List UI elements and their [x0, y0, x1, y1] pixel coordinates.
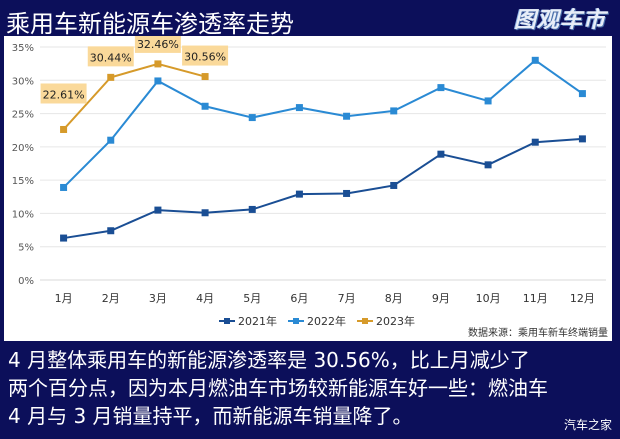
data-label-box	[182, 45, 229, 66]
legend-marker	[293, 318, 299, 324]
y-tick-label: 0%	[18, 276, 34, 287]
data-point	[390, 107, 398, 115]
legend-label: 2022年	[307, 314, 346, 328]
data-point	[484, 97, 492, 105]
series-line	[62, 62, 206, 131]
data-point	[295, 190, 303, 198]
data-point	[531, 138, 539, 146]
data-point	[154, 77, 162, 85]
data-point	[343, 189, 351, 197]
x-tick-label: 8月	[385, 292, 403, 305]
x-tick-label: 7月	[338, 292, 356, 305]
series-2022年	[60, 56, 586, 191]
y-tick-label: 10%	[12, 209, 34, 220]
legend-marker	[224, 318, 230, 324]
data-point	[201, 102, 209, 110]
y-tick-label: 30%	[12, 76, 34, 87]
data-point	[201, 209, 209, 217]
description-line: 两个百分点，因为本月燃油车市场较新能源车好一些：燃油车	[8, 376, 548, 400]
data-point	[60, 234, 68, 242]
data-point	[248, 205, 256, 213]
x-tick-label: 6月	[290, 292, 308, 305]
x-tick-label: 1月	[55, 292, 73, 305]
x-tick-label: 11月	[523, 292, 548, 305]
data-point	[437, 84, 445, 92]
legend-marker	[362, 318, 368, 324]
data-point	[248, 114, 256, 122]
chart-panel: 0% 5% 10% 15% 20% 25% 30% 35% 1月 2月 3月 4月 5月 6月 7月 8月 9月…	[4, 32, 612, 341]
watermark: 汽车之家	[563, 418, 612, 432]
x-tick-label: 12月	[570, 292, 595, 305]
data-point	[390, 181, 398, 189]
x-tick-label: 4月	[196, 292, 214, 305]
data-label: 30.56%	[184, 51, 226, 64]
x-tick-label: 10月	[476, 292, 501, 305]
data-label: 22.61%	[43, 88, 85, 101]
y-tick-label: 20%	[12, 143, 34, 154]
series-line	[62, 59, 583, 189]
series-2021年	[60, 135, 586, 242]
data-point	[107, 227, 115, 235]
x-tick-label: 2月	[102, 292, 120, 305]
data-point	[578, 135, 586, 143]
series-2023年	[60, 60, 209, 133]
data-point	[60, 125, 68, 133]
line-chart: 0% 5% 10% 15% 20% 25% 30% 35% 1月 2月 3月 4月 5月 6月 7月 8月 9月…	[12, 32, 608, 339]
data-point	[531, 56, 539, 64]
x-tick-label: 5月	[243, 292, 261, 305]
data-point	[60, 183, 68, 191]
series-line	[63, 137, 583, 240]
description: 4 月整体乘用车的新能源渗透率是 30.56%，比上月减少了 两个百分点，因为本…	[8, 346, 608, 430]
data-point	[154, 60, 162, 68]
data-point	[107, 73, 115, 81]
x-tick-label: 9月	[432, 292, 450, 305]
data-point	[201, 73, 209, 81]
source-note: 数据来源：乘用车新车终端销量	[468, 326, 608, 339]
data-point	[437, 150, 445, 158]
chart-title: 乘用车新能源车渗透率走势	[6, 10, 294, 38]
data-point	[154, 206, 162, 214]
data-point	[295, 104, 303, 112]
description-line: 4 月整体乘用车的新能源渗透率是 30.56%，比上月减少了	[8, 348, 530, 372]
data-point	[343, 112, 351, 120]
data-label-box	[134, 32, 181, 53]
y-tick-label: 15%	[12, 176, 34, 187]
data-point	[484, 161, 492, 169]
data-label: 32.46%	[137, 38, 179, 51]
y-tick-label: 35%	[12, 43, 34, 54]
data-label: 30.44%	[90, 51, 132, 64]
data-label-box	[40, 83, 87, 104]
legend-label: 2021年	[238, 314, 277, 328]
data-point	[107, 136, 115, 144]
brand-logo: 图观车市	[513, 8, 606, 33]
legend-label: 2023年	[376, 314, 415, 328]
data-label-box	[87, 46, 134, 67]
data-point	[578, 90, 586, 98]
y-tick-label: 5%	[18, 243, 34, 254]
y-tick-label: 25%	[12, 110, 34, 121]
description-line: 4 月与 3 月销量持平，而新能源车销量降了。	[8, 404, 413, 428]
x-tick-label: 3月	[149, 292, 167, 305]
